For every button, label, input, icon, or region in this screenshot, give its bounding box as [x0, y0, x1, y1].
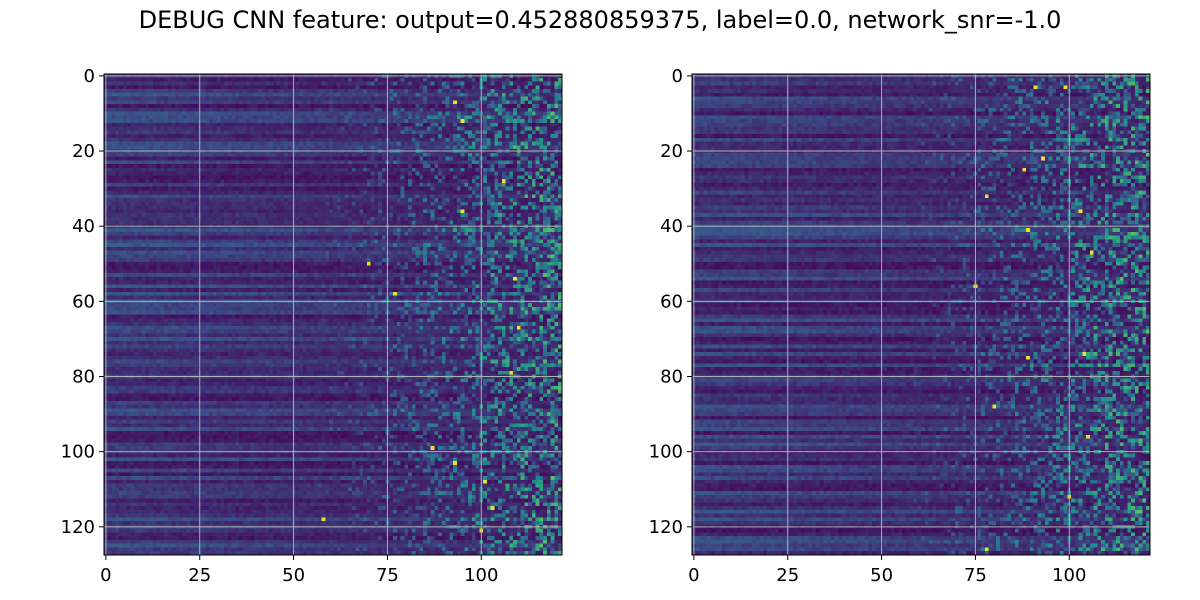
y-tick-label: 20 — [660, 141, 683, 162]
axes-frame — [103, 73, 563, 556]
heatmap-2: 0 25 50 75 100 0 20 40 60 80 100 120 — [649, 66, 1151, 586]
y-tick-label: 40 — [72, 216, 95, 237]
x-tick-label: 50 — [870, 565, 893, 586]
y-tick-label: 0 — [672, 66, 683, 87]
x-tick-label: 0 — [100, 565, 111, 586]
y-tick-label: 120 — [61, 517, 95, 538]
x-tick-label: 50 — [282, 565, 305, 586]
x-tick-label: 100 — [464, 565, 498, 586]
x-tick-label: 25 — [776, 565, 799, 586]
x-tick-label: 100 — [1052, 565, 1086, 586]
y-tick-label: 60 — [72, 291, 95, 312]
y-tick-label: 20 — [72, 141, 95, 162]
x-tick-label: 75 — [964, 565, 987, 586]
y-tick-label: 60 — [660, 291, 683, 312]
y-tick-label: 100 — [61, 442, 95, 463]
y-tick-label: 80 — [660, 367, 683, 388]
y-tick-label: 40 — [660, 216, 683, 237]
heatmap-cells — [104, 74, 562, 555]
y-tick-label: 100 — [649, 442, 683, 463]
y-tick-label: 120 — [649, 517, 683, 538]
figure-title: DEBUG CNN feature: output=0.452880859375… — [138, 6, 1062, 34]
x-tick-label: 0 — [688, 565, 699, 586]
heatmap-cells — [692, 74, 1150, 555]
x-tick-label: 25 — [188, 565, 211, 586]
y-tick-label: 80 — [72, 367, 95, 388]
x-tick-label: 75 — [376, 565, 399, 586]
heatmap-1: 0 25 50 75 100 0 20 40 60 80 100 120 — [61, 66, 563, 586]
y-tick-label: 0 — [84, 66, 95, 87]
axes-frame — [691, 73, 1151, 556]
